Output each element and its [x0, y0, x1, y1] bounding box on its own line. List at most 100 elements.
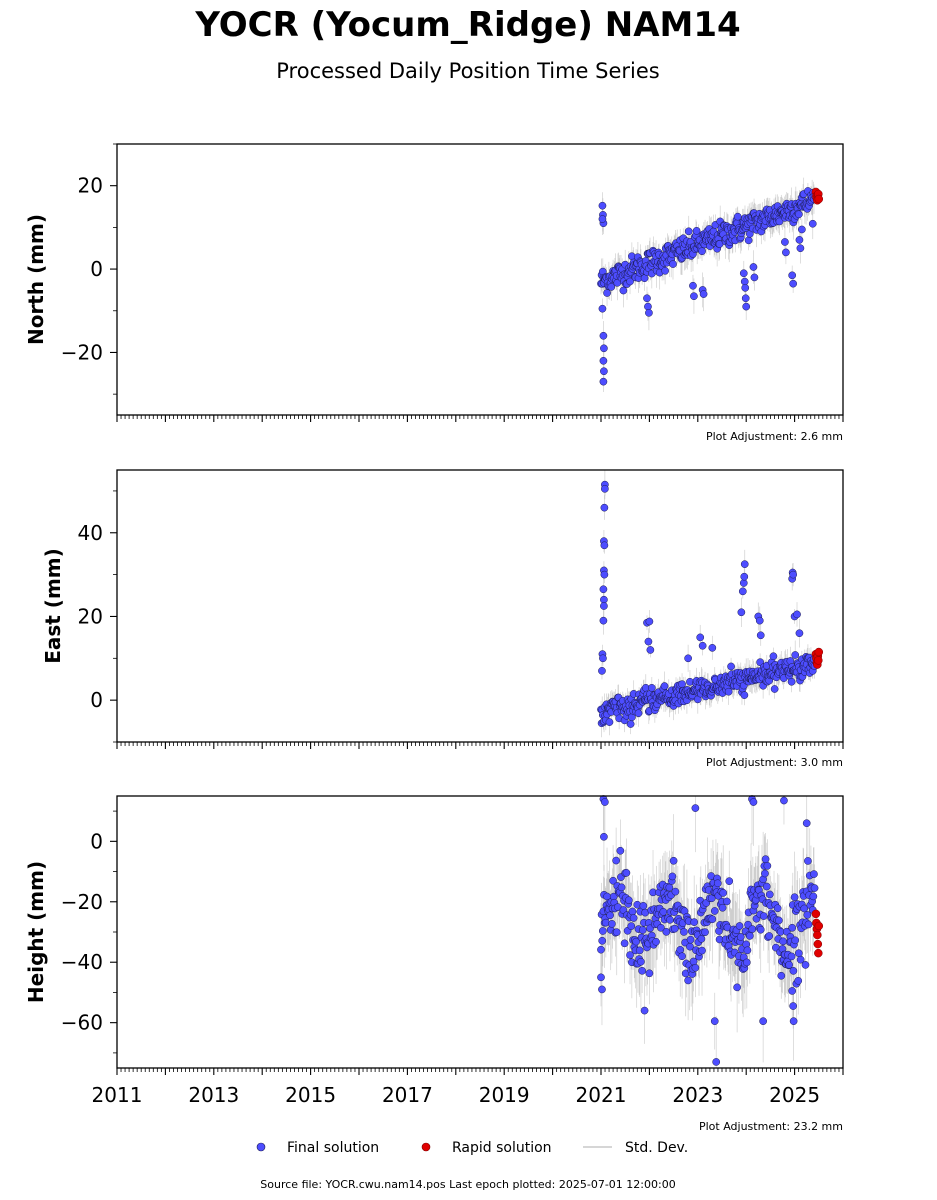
final-points	[597, 480, 819, 728]
final-point	[742, 302, 751, 311]
final-point	[712, 1058, 721, 1066]
plot-adjustment-note: Plot Adjustment: 23.2 mm	[699, 1120, 843, 1133]
final-point	[622, 869, 631, 877]
final-point	[692, 226, 701, 235]
x-tick-label: 2025	[769, 1083, 820, 1107]
final-point	[600, 367, 608, 376]
final-point	[599, 377, 608, 386]
final-point	[789, 1002, 797, 1010]
final-point	[739, 269, 748, 278]
final-point	[691, 963, 700, 972]
final-point	[791, 651, 800, 659]
final-point	[736, 933, 745, 941]
final-point	[598, 985, 606, 994]
final-point	[708, 915, 717, 924]
final-point	[598, 667, 606, 675]
final-point	[627, 922, 636, 930]
final-point	[671, 887, 680, 896]
final-point	[701, 928, 709, 937]
final-point	[635, 946, 644, 955]
final-point	[749, 798, 758, 806]
final-point	[643, 294, 651, 303]
east-panel: 0 20 40 East (mm) Plot Adjustment: 3.0 mm	[41, 469, 844, 769]
final-point	[795, 236, 804, 244]
final-point	[787, 952, 796, 961]
final-point	[612, 856, 620, 865]
final-point	[600, 541, 609, 550]
final-point	[632, 937, 640, 946]
final-points	[597, 187, 819, 386]
final-point	[790, 893, 799, 902]
final-point	[756, 925, 765, 934]
final-point	[775, 217, 784, 226]
final-point	[628, 907, 637, 916]
final-point	[684, 976, 692, 985]
final-point	[668, 872, 677, 881]
final-point	[810, 884, 819, 892]
final-point	[809, 892, 818, 901]
final-point	[775, 916, 783, 925]
final-point	[657, 923, 665, 932]
final-point	[780, 796, 788, 805]
final-point	[796, 955, 805, 964]
final-point	[598, 927, 607, 935]
final-point	[735, 922, 744, 930]
final-point	[755, 616, 764, 625]
north-panel: −20 0 20 North (mm) Plot Adjustment: 2.6 mm	[24, 143, 844, 443]
final-point	[597, 945, 605, 954]
final-point	[804, 857, 812, 865]
figure-subtitle: Processed Daily Position Time Series	[276, 59, 660, 83]
final-point	[710, 1017, 719, 1026]
y-tick-label: 0	[90, 829, 103, 853]
final-point	[644, 637, 653, 646]
final-point	[765, 890, 774, 899]
x-tick-label: 2013	[188, 1083, 239, 1107]
legend-stddev-label: Std. Dev.	[625, 1140, 688, 1156]
final-point	[598, 215, 607, 223]
final-point	[789, 966, 798, 975]
final-point	[690, 292, 698, 301]
final-point	[779, 937, 787, 946]
plot-adjustment-note: Plot Adjustment: 3.0 mm	[706, 756, 843, 769]
final-point	[794, 976, 803, 985]
final-point	[793, 610, 801, 619]
final-point	[598, 201, 607, 210]
final-point	[626, 951, 634, 959]
final-point	[749, 263, 758, 271]
final-point	[608, 920, 616, 928]
final-point	[669, 260, 677, 268]
final-point	[789, 279, 797, 288]
final-point	[727, 662, 735, 671]
final-point	[788, 271, 797, 280]
final-point	[599, 654, 607, 663]
final-point	[696, 633, 705, 642]
final-point	[640, 1006, 649, 1015]
final-point	[629, 914, 638, 922]
final-point	[759, 912, 768, 920]
final-point	[810, 870, 818, 878]
rapid-point	[813, 939, 823, 949]
final-point	[803, 911, 812, 919]
final-point	[601, 798, 609, 806]
rapid-points	[811, 909, 824, 958]
final-point	[626, 720, 635, 728]
final-point	[762, 882, 771, 891]
final-point	[733, 983, 741, 992]
final-point	[598, 304, 607, 313]
x-ticks: 2011 2013 2015 2017 2019 2021 2023 2025	[92, 1068, 844, 1107]
source-note: Source file: YOCR.cwu.nam14.pos Last epo…	[260, 1178, 675, 1191]
final-point	[698, 247, 706, 256]
y-tick-label: −40	[61, 950, 103, 974]
final-point	[745, 932, 754, 940]
final-point	[601, 484, 609, 493]
rapid-point	[814, 948, 823, 958]
final-point	[600, 344, 608, 353]
rapid-points	[811, 647, 824, 669]
final-point	[719, 889, 728, 897]
final-point	[740, 572, 749, 581]
final-point	[645, 617, 654, 626]
x-ticks	[116, 742, 844, 749]
y-ticks: 0 20 40	[78, 490, 117, 743]
final-point	[619, 286, 628, 295]
final-point	[789, 570, 797, 579]
